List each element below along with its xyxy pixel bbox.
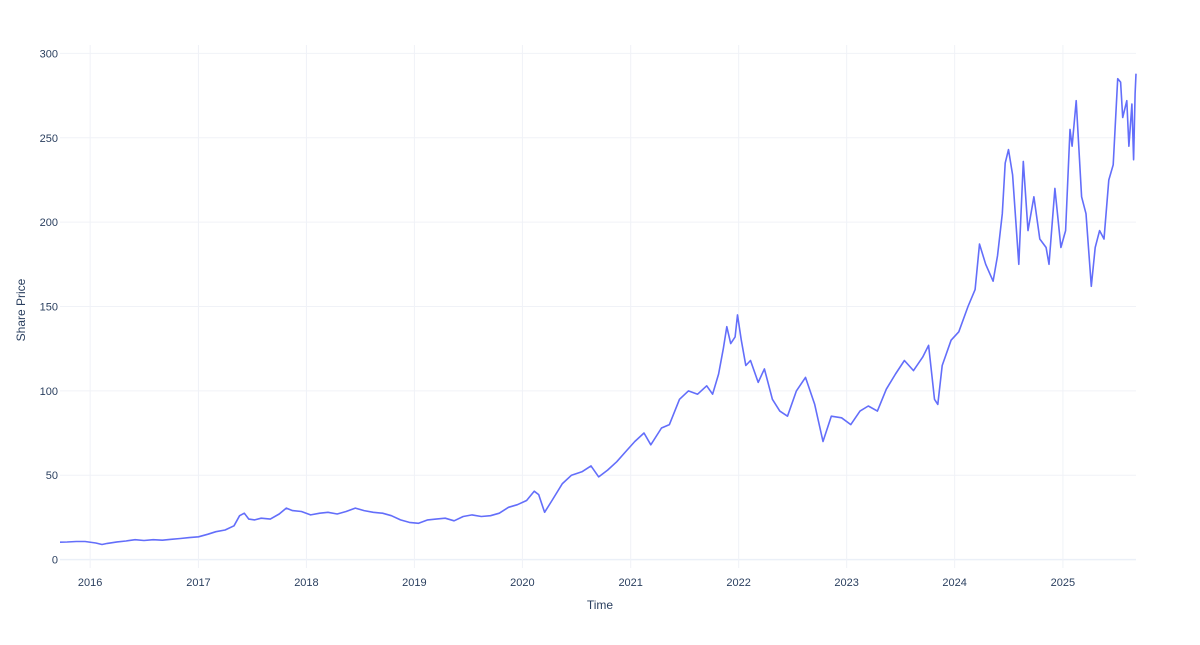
x-tick-label: 2018 (294, 577, 318, 589)
y-tick-label: 250 (40, 133, 58, 145)
y-tick-label: 0 (52, 555, 58, 567)
x-tick-label: 2019 (402, 577, 426, 589)
x-tick-label: 2024 (942, 577, 966, 589)
x-tick-label: 2020 (510, 577, 534, 589)
share-price-line (59, 73, 1137, 546)
y-tick-label: 300 (40, 48, 58, 60)
x-tick-label: 2021 (618, 577, 642, 589)
y-tick-label: 50 (46, 470, 58, 482)
tick-labels: 0 50 100 150 200 250 300 2016 2017 2018 2019 2020 20… (40, 48, 1076, 589)
y-axis-title: Share Price (14, 278, 28, 341)
x-tick-label: 2016 (78, 577, 102, 589)
x-tick-label: 2025 (1051, 577, 1075, 589)
y-tick-label: 100 (40, 386, 58, 398)
grid (60, 45, 1136, 568)
y-tick-label: 200 (40, 217, 58, 229)
x-tick-label: 2023 (834, 577, 858, 589)
x-axis-title: Time (587, 598, 614, 612)
x-tick-label: 2017 (186, 577, 210, 589)
plot-area (59, 73, 1137, 546)
y-tick-label: 150 (40, 302, 58, 314)
x-tick-label: 2022 (726, 577, 750, 589)
